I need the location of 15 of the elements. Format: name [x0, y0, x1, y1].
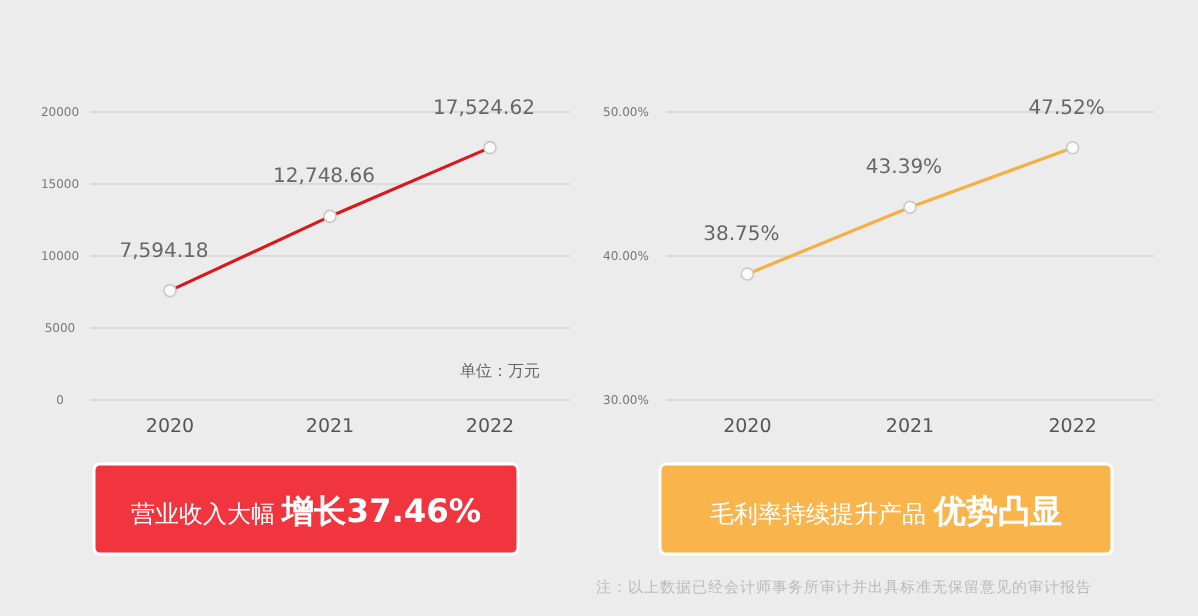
x-tick-label: 2020: [145, 416, 195, 438]
data-label: 12,748.66: [273, 166, 375, 189]
x-tick-label: 2020: [723, 416, 772, 438]
data-label: 47.52%: [1028, 97, 1105, 120]
data-label: 17,524.62: [433, 97, 535, 120]
data-label: 43.39%: [865, 157, 943, 180]
x-tick-label: 2021: [305, 416, 355, 438]
data-label: 7,594.18: [119, 240, 209, 263]
text: 营业收入大幅 增长37.46%: [130, 492, 482, 530]
x-tick-label: 2021: [885, 416, 935, 438]
data-label: 38.75%: [703, 224, 780, 246]
text: 毛利率持续提升产品 优势凸显: [710, 492, 1062, 530]
x-tick-label: 2022: [465, 416, 515, 438]
annotation: 单位：万元: [460, 362, 540, 380]
x-tick-label: 2022: [1048, 416, 1097, 438]
